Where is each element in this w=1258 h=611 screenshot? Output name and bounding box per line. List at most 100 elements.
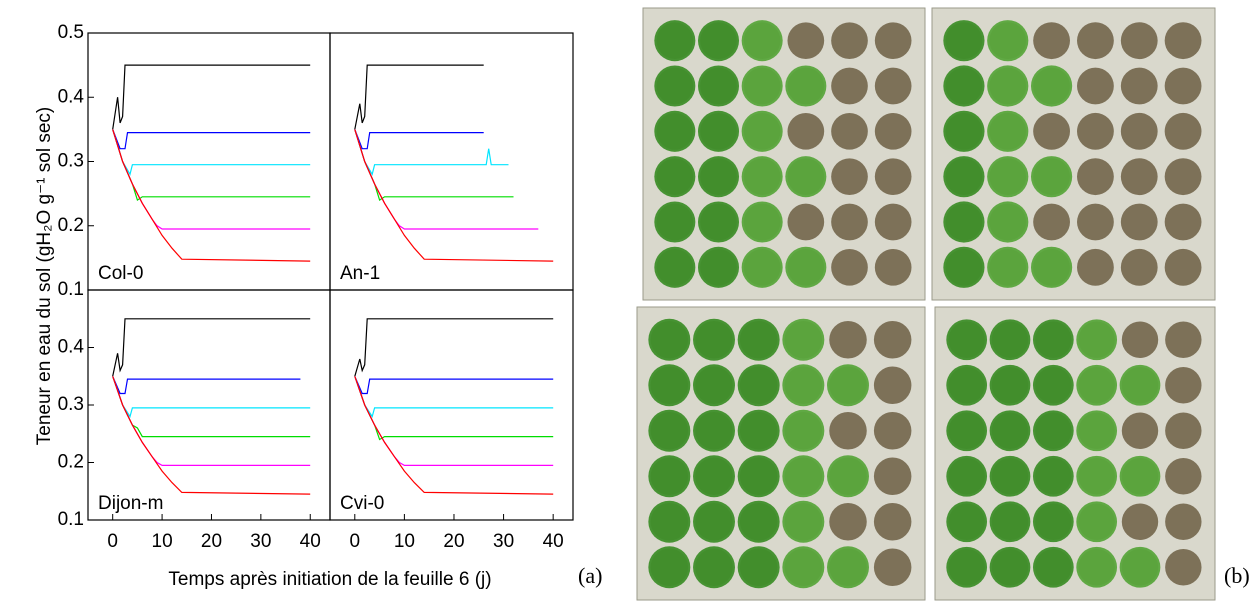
data-line (354, 129, 539, 230)
pot (1077, 67, 1114, 105)
plant (782, 500, 825, 543)
tray-photo (931, 7, 1216, 301)
plant (785, 246, 827, 288)
panel-label: (b) (1224, 563, 1250, 588)
plant (946, 410, 988, 452)
plant (827, 364, 869, 407)
photos (636, 7, 1216, 601)
pot (1077, 203, 1114, 241)
plant (946, 546, 988, 588)
plant (1119, 364, 1161, 406)
pot (787, 112, 825, 150)
pot (1165, 412, 1202, 449)
data-line (354, 64, 484, 130)
plant (1076, 319, 1118, 361)
data-line (354, 376, 554, 466)
plant (648, 318, 691, 361)
pot (874, 22, 912, 60)
pot (831, 22, 868, 60)
data-line (354, 129, 509, 176)
pot (873, 502, 912, 541)
plant (1032, 501, 1074, 543)
pot (1164, 67, 1202, 105)
plant (827, 455, 869, 498)
data-line (112, 376, 301, 395)
plant (989, 410, 1031, 452)
plant (827, 546, 869, 589)
pot (831, 67, 868, 105)
plant (697, 246, 740, 288)
x-tick-label: 30 (493, 531, 514, 552)
plant (741, 246, 783, 288)
plant (782, 455, 825, 498)
plant (654, 156, 696, 198)
plant (1076, 546, 1118, 588)
pot (1120, 158, 1158, 196)
plant (785, 65, 827, 107)
panel-title: Dijon-m (98, 493, 163, 514)
pot (831, 203, 868, 241)
tray-photo (636, 306, 926, 601)
pot (1077, 248, 1114, 286)
data-line (112, 376, 311, 466)
data-line (112, 129, 311, 230)
plant (946, 455, 988, 497)
plant (1076, 364, 1118, 406)
pot (1077, 22, 1114, 60)
pot (873, 411, 912, 450)
x-tick-label: 20 (443, 531, 464, 552)
plant (654, 246, 696, 288)
x-tick-label: 20 (201, 531, 222, 552)
data-line (354, 129, 554, 262)
pot (1121, 321, 1159, 358)
y-tick-label: 0.2 (58, 215, 84, 236)
pot (873, 457, 912, 496)
plant (648, 500, 691, 543)
x-tick-label: 40 (543, 531, 564, 552)
pot (1165, 549, 1202, 586)
x-tick-label: 0 (107, 531, 118, 552)
pot (1165, 458, 1202, 495)
x-tick-label: 10 (394, 531, 415, 552)
plant (989, 501, 1031, 543)
pot (1120, 248, 1158, 286)
plant (697, 20, 740, 62)
plant (943, 20, 985, 62)
plant (989, 455, 1031, 497)
y-tick-label: 0.3 (58, 394, 84, 415)
y-tick-label: 0.2 (58, 452, 84, 473)
plant (693, 546, 735, 589)
x-tick-label: 0 (350, 531, 361, 552)
plant (989, 364, 1031, 406)
plant (782, 409, 825, 452)
plant (987, 110, 1029, 152)
plant (737, 318, 780, 361)
y-tick-label: 0.1 (58, 279, 84, 300)
plant (1032, 455, 1074, 497)
plant (654, 201, 696, 243)
data-line (112, 129, 311, 176)
pot (1120, 112, 1158, 150)
plant (697, 65, 740, 107)
plant (693, 500, 735, 543)
data-line (112, 129, 311, 150)
data-line (112, 318, 311, 377)
pot (787, 22, 825, 60)
plant (1030, 156, 1073, 198)
data-line (354, 376, 554, 395)
pot (874, 203, 912, 241)
plant (987, 246, 1029, 288)
pot (1165, 321, 1202, 358)
plant (943, 110, 985, 152)
plant (697, 201, 740, 243)
plant (741, 156, 783, 198)
pot (1164, 248, 1202, 286)
plant (946, 501, 988, 543)
data-line (112, 64, 311, 130)
x-tick-label: 30 (250, 531, 271, 552)
plant (693, 364, 735, 407)
y-tick-label: 0.1 (58, 509, 84, 530)
plant (989, 319, 1031, 361)
panel-label: (a) (578, 563, 602, 588)
